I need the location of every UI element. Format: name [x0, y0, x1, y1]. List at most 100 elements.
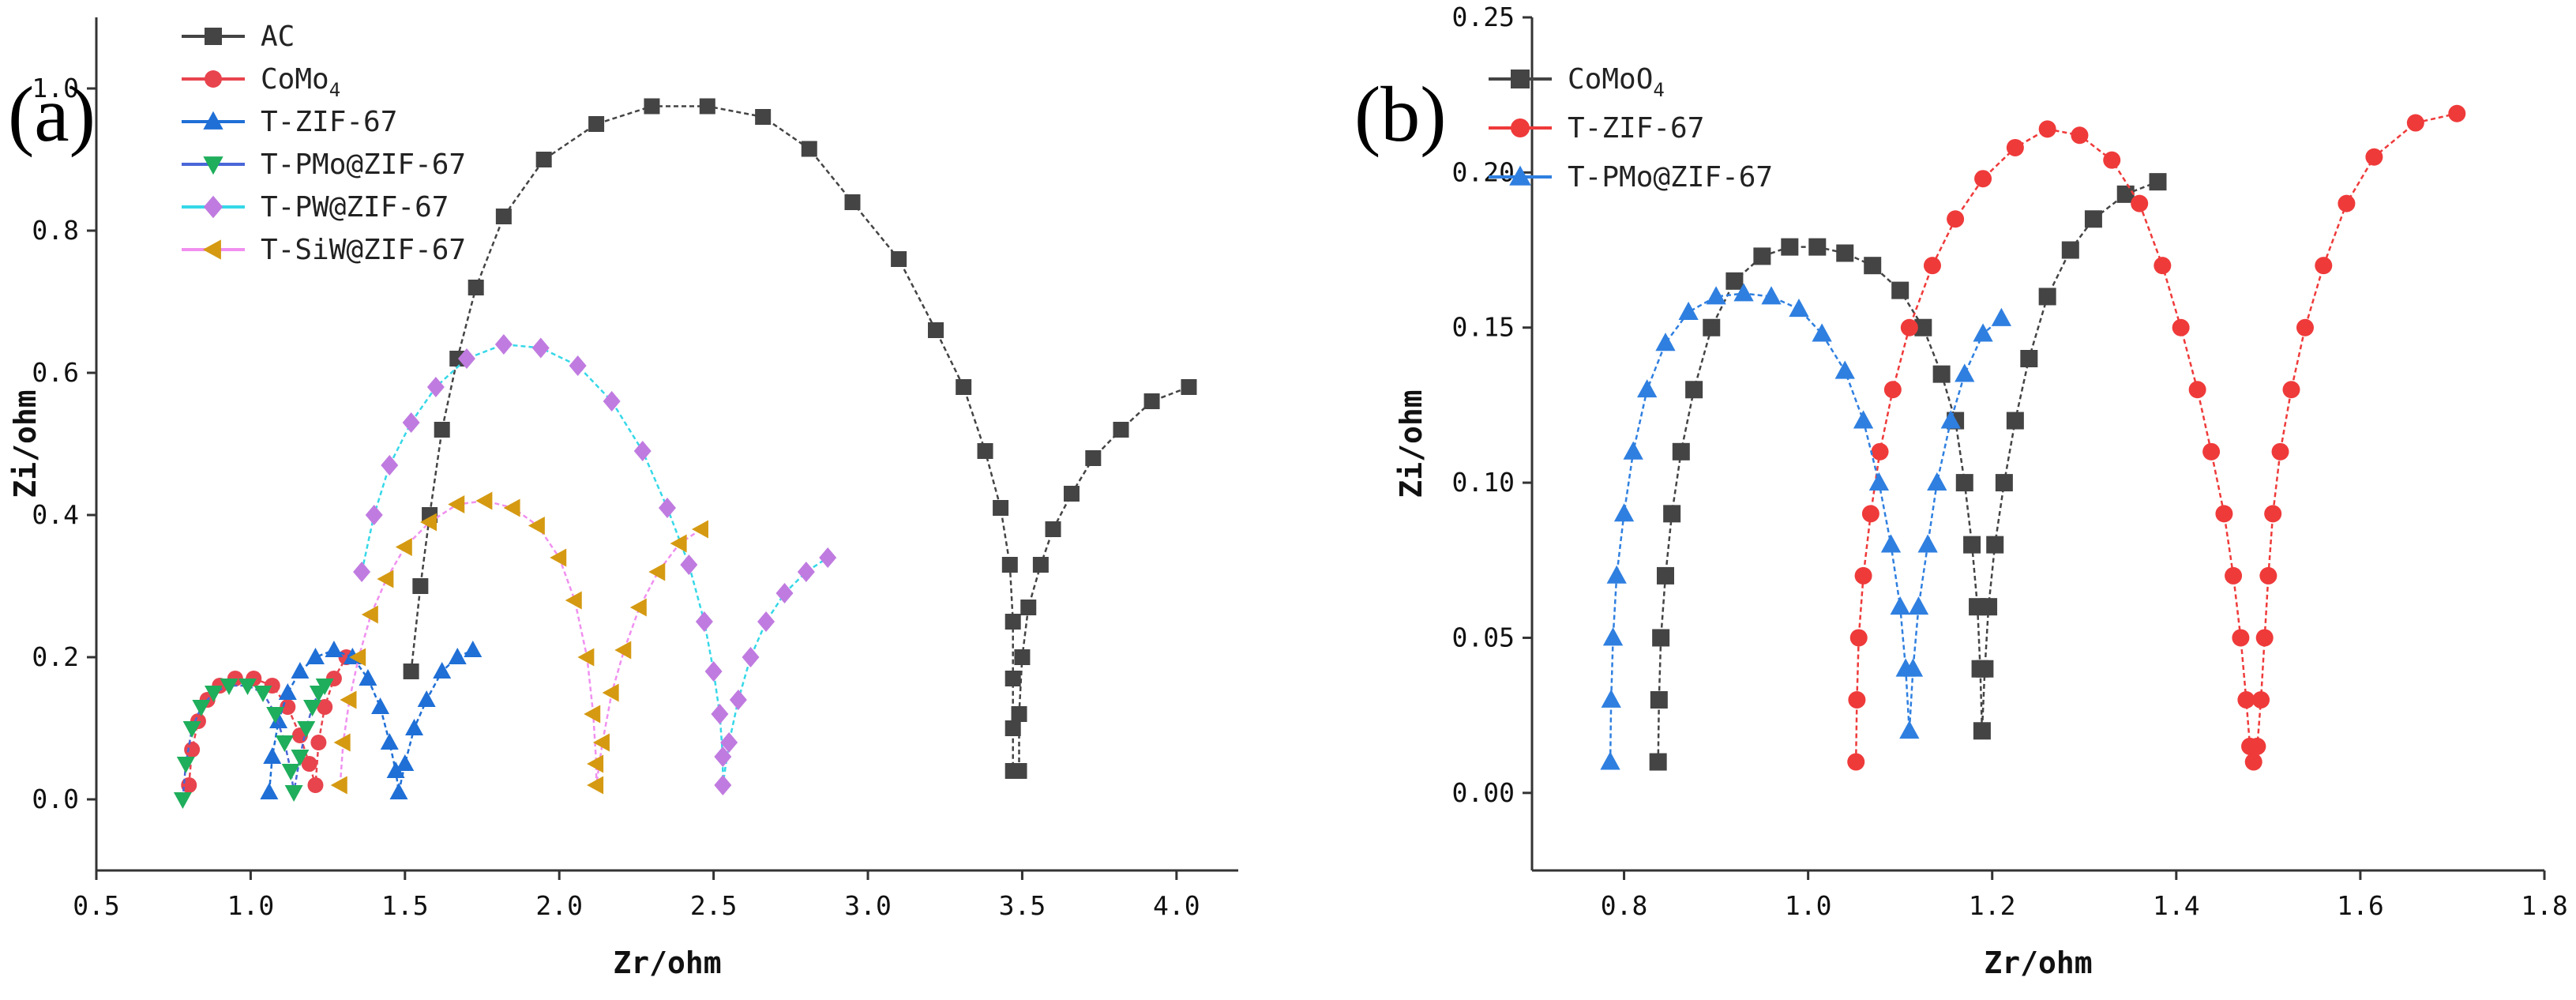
data-point [1976, 660, 1994, 678]
data-point [353, 562, 371, 582]
data-point [1864, 257, 1882, 275]
data-point [291, 750, 310, 766]
data-point [297, 721, 316, 738]
data-point [301, 756, 317, 772]
y-tick-label: 0.8 [32, 215, 79, 246]
data-point [238, 679, 257, 695]
data-point [801, 141, 817, 157]
data-point [742, 647, 760, 667]
data-point [184, 742, 201, 758]
data-point [704, 661, 723, 682]
legend-label: T-ZIF-67 [1568, 112, 1704, 145]
x-tick-label: 2.5 [690, 890, 738, 921]
data-point [891, 251, 907, 267]
x-tick-label: 3.0 [844, 890, 892, 921]
data-point [1880, 534, 1902, 553]
data-point [253, 686, 272, 702]
series-line [410, 105, 1189, 773]
data-point [263, 747, 282, 764]
legend-label: T-PW@ZIF-67 [261, 191, 449, 224]
legend-marker [1509, 165, 1531, 186]
data-point [577, 648, 595, 667]
legend: AC CoMo4 T-ZIF-67 T-PMo@ZIF-67 T-PW@ZIF-67 T-… [182, 21, 466, 266]
data-point [1613, 503, 1635, 522]
data-point [2038, 120, 2056, 138]
data-point [1678, 301, 1699, 320]
data-point [1601, 689, 1621, 708]
y-tick-label: 0.20 [1452, 156, 1515, 187]
series-t-pw-zif-67 [353, 334, 837, 795]
data-point [1808, 238, 1827, 256]
data-point [403, 664, 419, 679]
data-point [1847, 753, 1865, 771]
data-point [426, 377, 445, 397]
data-point [2020, 350, 2038, 367]
data-point [1854, 566, 1872, 585]
data-point [2252, 691, 2270, 709]
data-point [303, 700, 322, 716]
legend-label: CoMo4 [261, 63, 340, 101]
y-tick-label: 0.6 [32, 357, 79, 388]
data-point [757, 611, 775, 632]
data-point [2315, 257, 2333, 275]
data-point [1986, 536, 2004, 554]
data-point [1848, 691, 1866, 709]
legend-marker [203, 156, 223, 175]
x-axis-title: Zr/ohm [613, 945, 721, 980]
data-point [587, 776, 604, 795]
data-point [395, 538, 412, 556]
data-point [1973, 722, 1991, 740]
data-point [420, 513, 437, 532]
data-point [1014, 649, 1031, 665]
legend: CoMoO4 T-ZIF-67 T-PMo@ZIF-67 [1489, 63, 1773, 194]
legend-marker [203, 111, 223, 130]
data-point [2071, 126, 2089, 145]
data-point [691, 520, 708, 539]
data-point [2259, 566, 2277, 585]
data-point [1650, 691, 1668, 709]
data-point [2154, 257, 2172, 275]
data-point [1871, 442, 1889, 461]
data-point [365, 505, 383, 525]
data-point [278, 683, 297, 700]
data-point [729, 690, 747, 710]
data-point [1032, 557, 1049, 573]
data-point [603, 391, 621, 412]
data-point [1733, 283, 1754, 302]
data-point [389, 783, 408, 799]
data-point [396, 754, 415, 771]
data-point [2248, 737, 2266, 755]
data-point [503, 498, 520, 517]
data-point [1001, 557, 1018, 573]
data-point [1725, 272, 1744, 290]
data-point [1947, 210, 1965, 228]
data-point [670, 534, 687, 553]
legend-marker [203, 195, 223, 219]
data-point [1085, 450, 1102, 466]
data-point [176, 757, 195, 773]
data-point [434, 422, 450, 438]
data-point [2084, 210, 2102, 228]
data-point [291, 662, 310, 679]
data-point [349, 648, 366, 667]
data-point [569, 355, 587, 376]
data-point [1980, 598, 1998, 616]
y-axis-title: Zi/ohm [8, 389, 43, 498]
data-point [2296, 318, 2314, 336]
data-point [275, 735, 294, 752]
data-point [405, 719, 424, 735]
data-point [315, 679, 334, 695]
data-point [2202, 442, 2221, 461]
data-point [1917, 534, 1938, 553]
data-point [755, 109, 772, 125]
data-point [325, 641, 344, 657]
data-point [1602, 627, 1624, 646]
data-point [614, 641, 632, 660]
data-point [475, 491, 493, 510]
data-point [1991, 307, 2012, 326]
legend-label: T-SiW@ZIF-67 [261, 234, 466, 266]
data-point [1812, 323, 1832, 342]
x-tick-label: 1.5 [381, 890, 429, 921]
data-point [1940, 410, 1961, 429]
data-point [2232, 629, 2250, 647]
